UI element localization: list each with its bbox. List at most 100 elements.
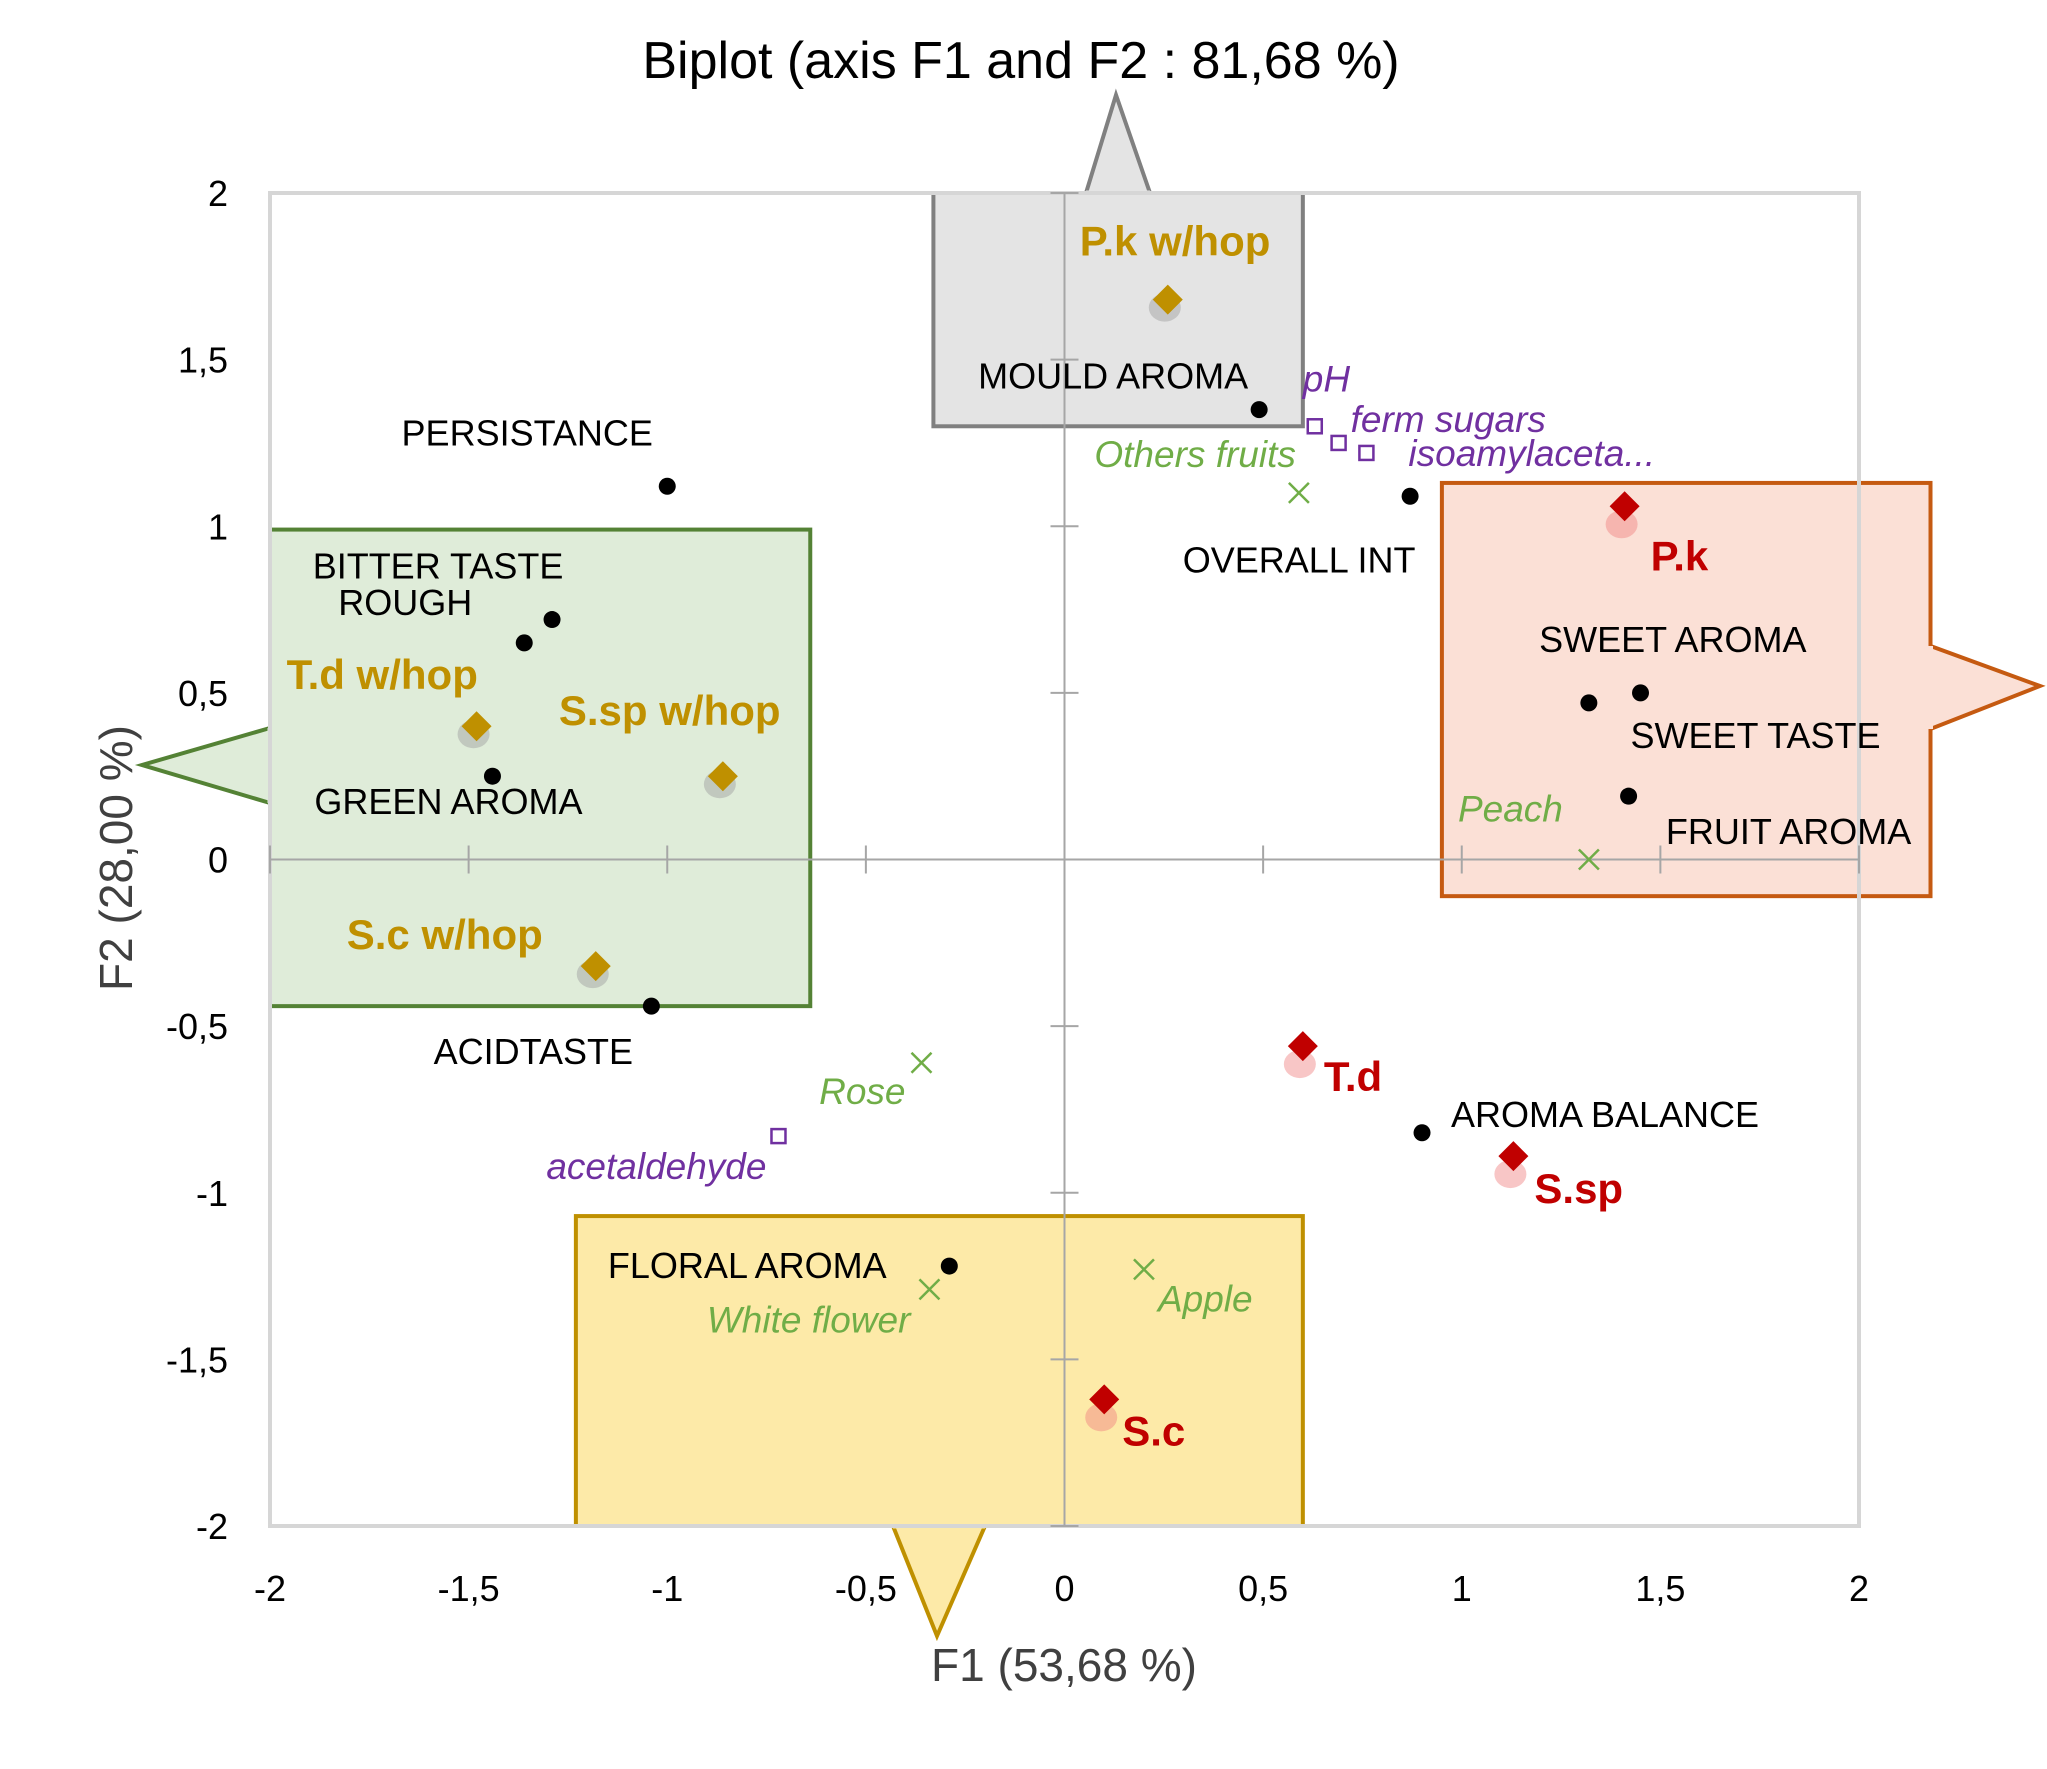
y-tick-label: 1: [208, 506, 228, 547]
x-tick-label: 1: [1452, 1568, 1472, 1609]
label-fruit-aroma: FRUIT AROMA: [1666, 811, 1911, 852]
point-apple: [1133, 1258, 1155, 1281]
point-s-sp-shadow: [1494, 1160, 1527, 1189]
y-tick-label: 0: [208, 840, 228, 881]
point-t-d-w-hop-diamond: [461, 711, 492, 742]
y-tick-label: 2: [208, 173, 228, 214]
point-white-flower: [918, 1278, 941, 1301]
point-t-d-diamond: [1287, 1031, 1318, 1062]
label-rose: Rose: [819, 1071, 905, 1112]
y-tick-label: -2: [196, 1506, 228, 1547]
group-box-yellow-rect: [573, 1214, 1305, 1528]
point-t-d: [1283, 1031, 1318, 1079]
group-box-grey-rect: [931, 191, 1305, 429]
group-box-yellow: [573, 1214, 1305, 1642]
label-s-sp-w-hop: S.sp w/hop: [559, 687, 781, 734]
point-aroma-balance: [1413, 1124, 1431, 1142]
label-persistance: PERSISTANCE: [402, 412, 653, 453]
y-tick-label: -0,5: [166, 1006, 228, 1047]
point-t-d-shadow: [1283, 1050, 1316, 1079]
y-tick-label: 0,5: [178, 673, 228, 714]
x-tick-label: 0,5: [1238, 1568, 1288, 1609]
label-others-fruits: Others fruits: [1094, 434, 1296, 475]
y-tick-label: -1: [196, 1173, 228, 1214]
point-rose-stroke-b: [910, 1051, 933, 1074]
x-tick-label: -1: [651, 1568, 683, 1609]
point-s-c: [1085, 1384, 1120, 1432]
point-fruit-aroma: [1620, 787, 1638, 805]
point-s-c-w-hop-diamond: [580, 951, 611, 982]
point-p-k-diamond: [1609, 491, 1640, 522]
label-white-flower: White flower: [707, 1299, 912, 1340]
x-axis-title: F1 (53,68 %): [931, 1639, 1197, 1691]
x-tick-label: -0,5: [835, 1568, 897, 1609]
group-box-orange-rect: [1439, 480, 1933, 899]
label-isoamylaceta: isoamylaceta...: [1408, 433, 1655, 474]
point-others-fruits: [1287, 482, 1310, 504]
group-box-orange: [1439, 480, 2046, 899]
point-rough: [515, 634, 533, 652]
point-s-c-diamond: [1089, 1384, 1120, 1415]
label-t-d: T.d: [1324, 1053, 1382, 1100]
point-rose: [910, 1051, 933, 1074]
x-tick-label: 1,5: [1635, 1568, 1685, 1609]
point-s-c-w-hop: [576, 951, 611, 989]
label-s-c: S.c: [1122, 1407, 1185, 1454]
y-axis-title: F2 (28,00 %): [90, 725, 142, 991]
point-p-k: [1605, 491, 1640, 539]
axes: [269, 192, 1860, 1527]
point-s-sp-w-hop-diamond: [707, 761, 738, 792]
point-peach: [1577, 848, 1600, 871]
label-sweet-aroma: SWEET AROMA: [1539, 619, 1806, 660]
point-peach-stroke-b: [1577, 848, 1600, 871]
label-sweet-taste: SWEET TASTE: [1630, 715, 1880, 756]
label-peach: Peach: [1458, 789, 1563, 830]
point-acetaldehyde: [770, 1127, 787, 1145]
label-s-sp: S.sp: [1534, 1165, 1623, 1212]
point-others-fruits-stroke-b: [1287, 482, 1310, 504]
x-tick-label: 0: [1054, 1568, 1074, 1609]
point-acidtaste: [642, 997, 660, 1015]
label-acidtaste: ACIDTASTE: [434, 1031, 633, 1072]
label-t-d-w-hop: T.d w/hop: [287, 651, 478, 698]
point-ferm-sugars: [1330, 434, 1347, 452]
point-persistance: [658, 477, 676, 495]
label-p-k: P.k: [1651, 532, 1709, 579]
x-tick-label: -1,5: [438, 1568, 500, 1609]
label-s-c-w-hop: S.c w/hop: [347, 911, 543, 958]
point-s-c-shadow: [1085, 1403, 1118, 1432]
x-tick-label: -2: [254, 1568, 286, 1609]
label-aroma-balance: AROMA BALANCE: [1451, 1094, 1759, 1135]
label-floral-aroma: FLORAL AROMA: [608, 1245, 887, 1286]
label-p-k-w-hop: P.k w/hop: [1080, 218, 1271, 265]
point-apple-stroke-b: [1133, 1258, 1155, 1281]
chart-title: Biplot (axis F1 and F2 : 81,68 %): [642, 32, 1399, 90]
point-ph: [1306, 418, 1324, 435]
label-ferm-sugars: ferm sugars: [1351, 399, 1546, 440]
point-t-d-w-hop: [457, 711, 492, 749]
label-green-aroma: GREEN AROMA: [314, 781, 582, 822]
label-ph: pH: [1302, 358, 1351, 399]
label-overall-int: OVERALL INT: [1183, 539, 1416, 580]
point-bitter-taste: [543, 611, 561, 629]
label-mould-aroma: MOULD AROMA: [978, 356, 1248, 397]
point-s-sp-w-hop: [703, 761, 738, 799]
data-points: [457, 284, 1650, 1432]
point-s-sp-diamond: [1498, 1141, 1529, 1172]
point-s-sp: [1494, 1141, 1529, 1189]
point-floral-aroma: [940, 1257, 958, 1275]
y-tick-label: 1,5: [178, 340, 228, 381]
label-rough: ROUGH: [338, 582, 472, 623]
point-mould-aroma: [1250, 401, 1268, 419]
point-white-flower-stroke-b: [918, 1278, 941, 1301]
label-apple: Apple: [1156, 1278, 1253, 1319]
label-acetaldehyde: acetaldehyde: [546, 1146, 766, 1187]
point-green-aroma: [483, 767, 501, 785]
point-p-k-shadow: [1605, 510, 1638, 539]
group-box-grey: [931, 88, 1305, 429]
point-p-k-w-hop: [1148, 284, 1183, 322]
tick-labels: -2 -1,5 -1 -0,5 0 0,5 1 1,5 2 -2 -1,5 -1 -0,5 0 0,5 1 1,…: [166, 173, 1869, 1609]
point-sweet-aroma: [1580, 694, 1598, 712]
